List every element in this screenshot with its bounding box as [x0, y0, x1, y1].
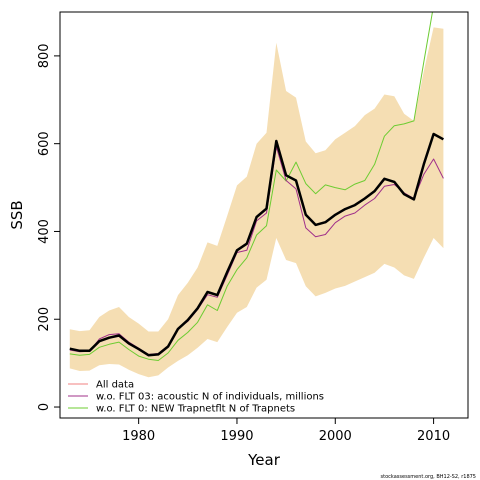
plot-frame: [59, 11, 469, 419]
footer-credit: stockassessment.org, BH12-S2, r1875: [381, 474, 476, 480]
x-tick-label: 1990: [220, 429, 253, 444]
legend-label: w.o. FLT 03: acoustic N of individuals, …: [96, 392, 324, 403]
y-tick-label: 200: [37, 307, 52, 332]
legend-label: All data: [96, 380, 134, 391]
x-tick-label: 2010: [417, 429, 450, 444]
confidence-band: [69, 27, 444, 378]
series-line-3: [69, 12, 433, 361]
plot-area: [69, 12, 444, 378]
y-tick-label: 400: [37, 219, 52, 244]
x-tick-label: 2000: [319, 429, 352, 444]
legend-label: w.o. FLT 0: NEW Trapnetflt N of Trapnets: [96, 404, 295, 415]
x-tick-label: 1980: [122, 429, 155, 444]
y-axis: 0 200 400 600 800: [37, 43, 60, 411]
series-lines: [69, 12, 444, 361]
y-tick-label: 0: [37, 403, 52, 411]
y-tick-label: 600: [37, 131, 52, 156]
x-axis-title: Year: [247, 451, 281, 469]
y-tick-label: 800: [37, 43, 52, 68]
series-line-1: [69, 132, 444, 357]
x-axis: 1980 1990 2000 2010: [122, 418, 450, 444]
y-axis-title: SSB: [8, 200, 26, 229]
